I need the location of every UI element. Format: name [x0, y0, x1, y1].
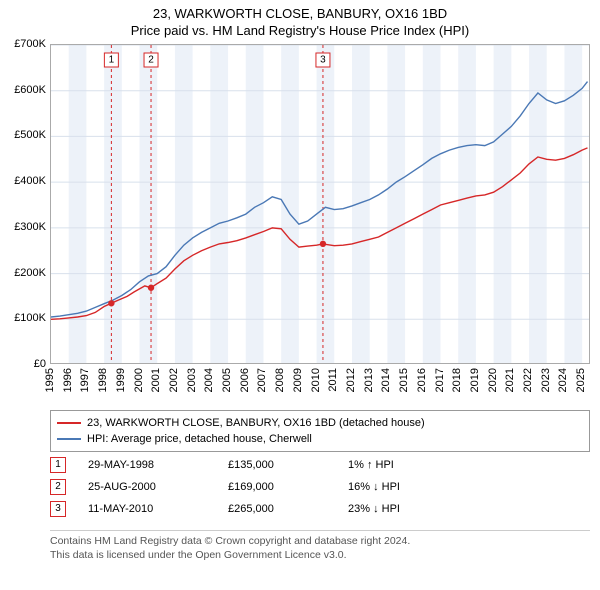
x-tick-label: 1998: [97, 368, 109, 392]
sale-price: £265,000: [228, 503, 348, 515]
sale-price: £169,000: [228, 481, 348, 493]
x-tick-label: 2014: [380, 368, 392, 392]
footer-line1: Contains HM Land Registry data © Crown c…: [50, 535, 590, 549]
sale-diff: 1% ↑ HPI: [348, 459, 468, 471]
sale-number-box: 3: [50, 501, 66, 517]
x-tick-label: 2020: [487, 368, 499, 392]
footer: Contains HM Land Registry data © Crown c…: [50, 530, 590, 562]
x-tick-label: 2002: [168, 368, 180, 392]
legend-row: 23, WARKWORTH CLOSE, BANBURY, OX16 1BD (…: [57, 415, 583, 431]
x-tick-label: 2001: [150, 368, 162, 392]
y-tick-label: £300K: [14, 221, 46, 233]
sale-date: 11-MAY-2010: [88, 503, 228, 515]
x-tick-label: 2013: [363, 368, 375, 392]
x-tick-label: 1996: [62, 368, 74, 392]
chart-title: 23, WARKWORTH CLOSE, BANBURY, OX16 1BD P…: [0, 0, 600, 40]
y-axis-ticks: £0£100K£200K£300K£400K£500K£600K£700K: [0, 44, 48, 364]
x-tick-label: 2024: [557, 368, 569, 392]
sale-diff: 23% ↓ HPI: [348, 503, 468, 515]
sale-row: 1 29-MAY-1998£135,0001% ↑ HPI: [50, 454, 590, 476]
sale-number-box: 2: [50, 479, 66, 495]
x-tick-label: 2017: [434, 368, 446, 392]
plot-area: 1 2 3: [50, 44, 590, 364]
sale-diff: 16% ↓ HPI: [348, 481, 468, 493]
y-tick-label: £200K: [14, 267, 46, 279]
x-tick-label: 2000: [133, 368, 145, 392]
legend-row: HPI: Average price, detached house, Cher…: [57, 431, 583, 447]
y-tick-label: £700K: [14, 38, 46, 50]
sale-number-box: 1: [50, 457, 66, 473]
y-tick-label: £600K: [14, 84, 46, 96]
x-tick-label: 2008: [274, 368, 286, 392]
x-tick-label: 2025: [575, 368, 587, 392]
x-tick-label: 1999: [115, 368, 127, 392]
x-tick-label: 1995: [44, 368, 56, 392]
x-tick-label: 2005: [221, 368, 233, 392]
x-tick-label: 2007: [256, 368, 268, 392]
svg-text:1: 1: [109, 55, 115, 66]
y-tick-label: £500K: [14, 129, 46, 141]
legend-label: 23, WARKWORTH CLOSE, BANBURY, OX16 1BD (…: [87, 417, 425, 429]
legend-label: HPI: Average price, detached house, Cher…: [87, 433, 312, 445]
sale-date: 25-AUG-2000: [88, 481, 228, 493]
title-line1: 23, WARKWORTH CLOSE, BANBURY, OX16 1BD: [0, 6, 600, 23]
chart-area: 1 2 3: [50, 44, 590, 374]
sale-price: £135,000: [228, 459, 348, 471]
footer-line2: This data is licensed under the Open Gov…: [50, 549, 590, 563]
sale-date: 29-MAY-1998: [88, 459, 228, 471]
sale-row: 3 11-MAY-2010£265,00023% ↓ HPI: [50, 498, 590, 520]
x-tick-label: 2011: [327, 368, 339, 392]
svg-text:2: 2: [148, 55, 154, 66]
legend-swatch: [57, 438, 81, 440]
plot-svg: 1 2 3: [51, 45, 590, 364]
x-tick-label: 2019: [469, 368, 481, 392]
x-tick-label: 2015: [398, 368, 410, 392]
y-tick-label: £100K: [14, 312, 46, 324]
x-tick-label: 1997: [79, 368, 91, 392]
sales-table: 1 29-MAY-1998£135,0001% ↑ HPI 2 25-AUG-2000…: [50, 454, 590, 520]
x-tick-label: 2004: [203, 368, 215, 392]
x-axis-ticks: 1995199619971998199920002001200220032004…: [50, 364, 590, 414]
x-tick-label: 2018: [451, 368, 463, 392]
x-tick-label: 2006: [239, 368, 251, 392]
x-tick-label: 2023: [540, 368, 552, 392]
x-tick-label: 2003: [186, 368, 198, 392]
sale-row: 2 25-AUG-2000£169,00016% ↓ HPI: [50, 476, 590, 498]
legend-swatch: [57, 422, 81, 424]
x-tick-label: 2016: [416, 368, 428, 392]
x-tick-label: 2010: [310, 368, 322, 392]
x-tick-label: 2021: [504, 368, 516, 392]
y-tick-label: £400K: [14, 175, 46, 187]
title-line2: Price paid vs. HM Land Registry's House …: [0, 23, 600, 40]
x-tick-label: 2012: [345, 368, 357, 392]
legend: 23, WARKWORTH CLOSE, BANBURY, OX16 1BD (…: [50, 410, 590, 452]
x-tick-label: 2009: [292, 368, 304, 392]
x-tick-label: 2022: [522, 368, 534, 392]
svg-text:3: 3: [320, 55, 326, 66]
